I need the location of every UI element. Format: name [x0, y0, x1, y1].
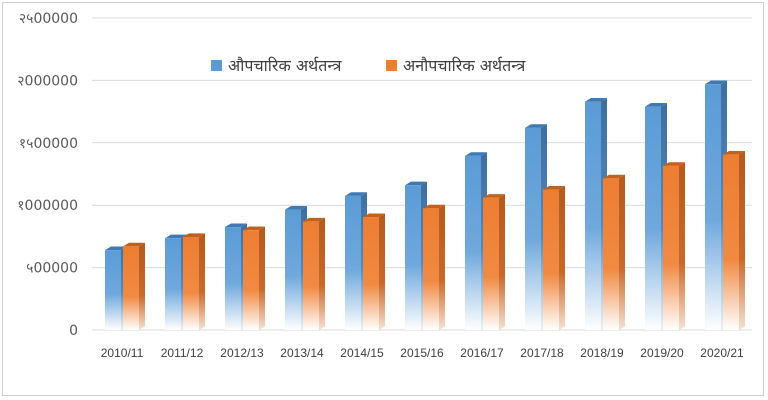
bar-front — [183, 237, 199, 330]
bar-top — [705, 80, 727, 85]
bar-side — [739, 151, 745, 330]
x-tick-label: 2017/18 — [520, 346, 564, 360]
x-tick-label: 2020/21 — [700, 346, 744, 360]
bar-top — [483, 194, 505, 198]
bar-top — [183, 233, 205, 238]
y-tick-label: १५00000 — [19, 136, 78, 152]
bar-top — [645, 103, 667, 107]
bar-side — [319, 217, 325, 330]
bar-top — [723, 151, 745, 155]
bar-side — [619, 174, 625, 330]
y-tick-label: ५00000 — [26, 261, 78, 277]
bar-informal-2011-12 — [183, 233, 205, 330]
bar-front — [105, 250, 121, 330]
bar-top — [243, 226, 265, 231]
bar-informal-2012-13 — [243, 226, 265, 330]
bar-top — [543, 186, 565, 190]
y-tick-label: १000000 — [17, 198, 78, 214]
x-tick-label: 2014/15 — [340, 346, 384, 360]
bar-front — [465, 155, 481, 330]
bar-top — [465, 152, 487, 156]
bar-informal-2018-19 — [603, 174, 625, 330]
bar-side — [259, 226, 265, 330]
bar-front — [405, 185, 421, 330]
bars — [105, 80, 745, 331]
bar-top — [585, 98, 607, 102]
bar-front — [165, 238, 181, 330]
bar-front — [525, 127, 541, 330]
bar-front — [423, 208, 439, 330]
y-tick-label: २000000 — [17, 73, 78, 89]
bar-side — [199, 233, 205, 330]
bar-front — [285, 209, 301, 330]
bar-informal-2010-11 — [123, 242, 145, 330]
bar-front — [123, 246, 139, 330]
x-tick-label: 2013/14 — [280, 346, 324, 360]
y-tick-label: २५00000 — [19, 11, 78, 27]
bar-informal-2014-15 — [363, 213, 385, 330]
bar-top — [285, 205, 307, 210]
bar-side — [439, 204, 445, 330]
bar-top — [363, 213, 385, 218]
bar-top — [165, 234, 187, 239]
chart-frame — [2, 2, 764, 396]
bar-top — [525, 124, 547, 128]
legend-label-formal: औपचारिक अर्थतन्त्र — [228, 56, 343, 75]
bar-front — [363, 217, 379, 330]
bar-front — [483, 197, 499, 330]
bar-informal-2015-16 — [423, 204, 445, 330]
x-tick-label: 2010/11 — [101, 346, 144, 360]
bar-front — [543, 189, 559, 330]
x-tick-label: 2015/16 — [400, 346, 444, 360]
legend-swatch-formal — [211, 60, 222, 71]
bar-top — [345, 192, 367, 196]
bar-top — [303, 217, 325, 222]
x-axis-tick-labels: 2010/11 2011/12 2012/13 2013/14 2014/15 2015/… — [101, 346, 744, 360]
legend-swatch-informal — [386, 60, 397, 71]
bar-front — [663, 165, 679, 330]
x-tick-label: 2011/12 — [161, 346, 204, 360]
legend-label-informal: अनौपचारिक अर्थतन्त्र — [403, 56, 526, 75]
bar-informal-2016-17 — [483, 194, 505, 330]
bar-front — [243, 230, 259, 330]
bar-front — [603, 178, 619, 330]
bar-front — [723, 154, 739, 330]
bar-front — [705, 84, 721, 330]
x-tick-label: 2012/13 — [220, 346, 264, 360]
bar-top — [105, 246, 127, 251]
y-axis-tick-labels: 0 ५00000 १000000 १५00000 २000000 २५00000 — [17, 11, 78, 339]
bar-top — [405, 181, 427, 186]
bar-side — [559, 186, 565, 330]
bar-front — [645, 106, 661, 330]
bar-top — [225, 223, 247, 228]
y-tick-label: 0 — [69, 323, 78, 339]
legend: औपचारिक अर्थतन्त्र अनौपचारिक अर्थतन्त्र — [211, 56, 526, 75]
bar-side — [379, 213, 385, 330]
bar-top — [423, 204, 445, 209]
bar-top — [663, 162, 685, 166]
x-tick-label: 2019/20 — [640, 346, 684, 360]
bar-top — [123, 242, 145, 247]
bar-side — [139, 242, 145, 330]
bar-informal-2017-18 — [543, 186, 565, 330]
bar-side — [499, 194, 505, 330]
bar-front — [585, 101, 601, 330]
bar-informal-2020-21 — [723, 151, 745, 330]
bar-front — [345, 195, 361, 330]
bar-front — [303, 221, 319, 330]
bar-informal-2019-20 — [663, 162, 685, 330]
bar-informal-2013-14 — [303, 217, 325, 330]
x-tick-label: 2018/19 — [580, 346, 624, 360]
x-tick-label: 2016/17 — [460, 346, 504, 360]
bar-side — [679, 162, 685, 330]
bar-front — [225, 227, 241, 330]
bar-top — [603, 174, 625, 179]
